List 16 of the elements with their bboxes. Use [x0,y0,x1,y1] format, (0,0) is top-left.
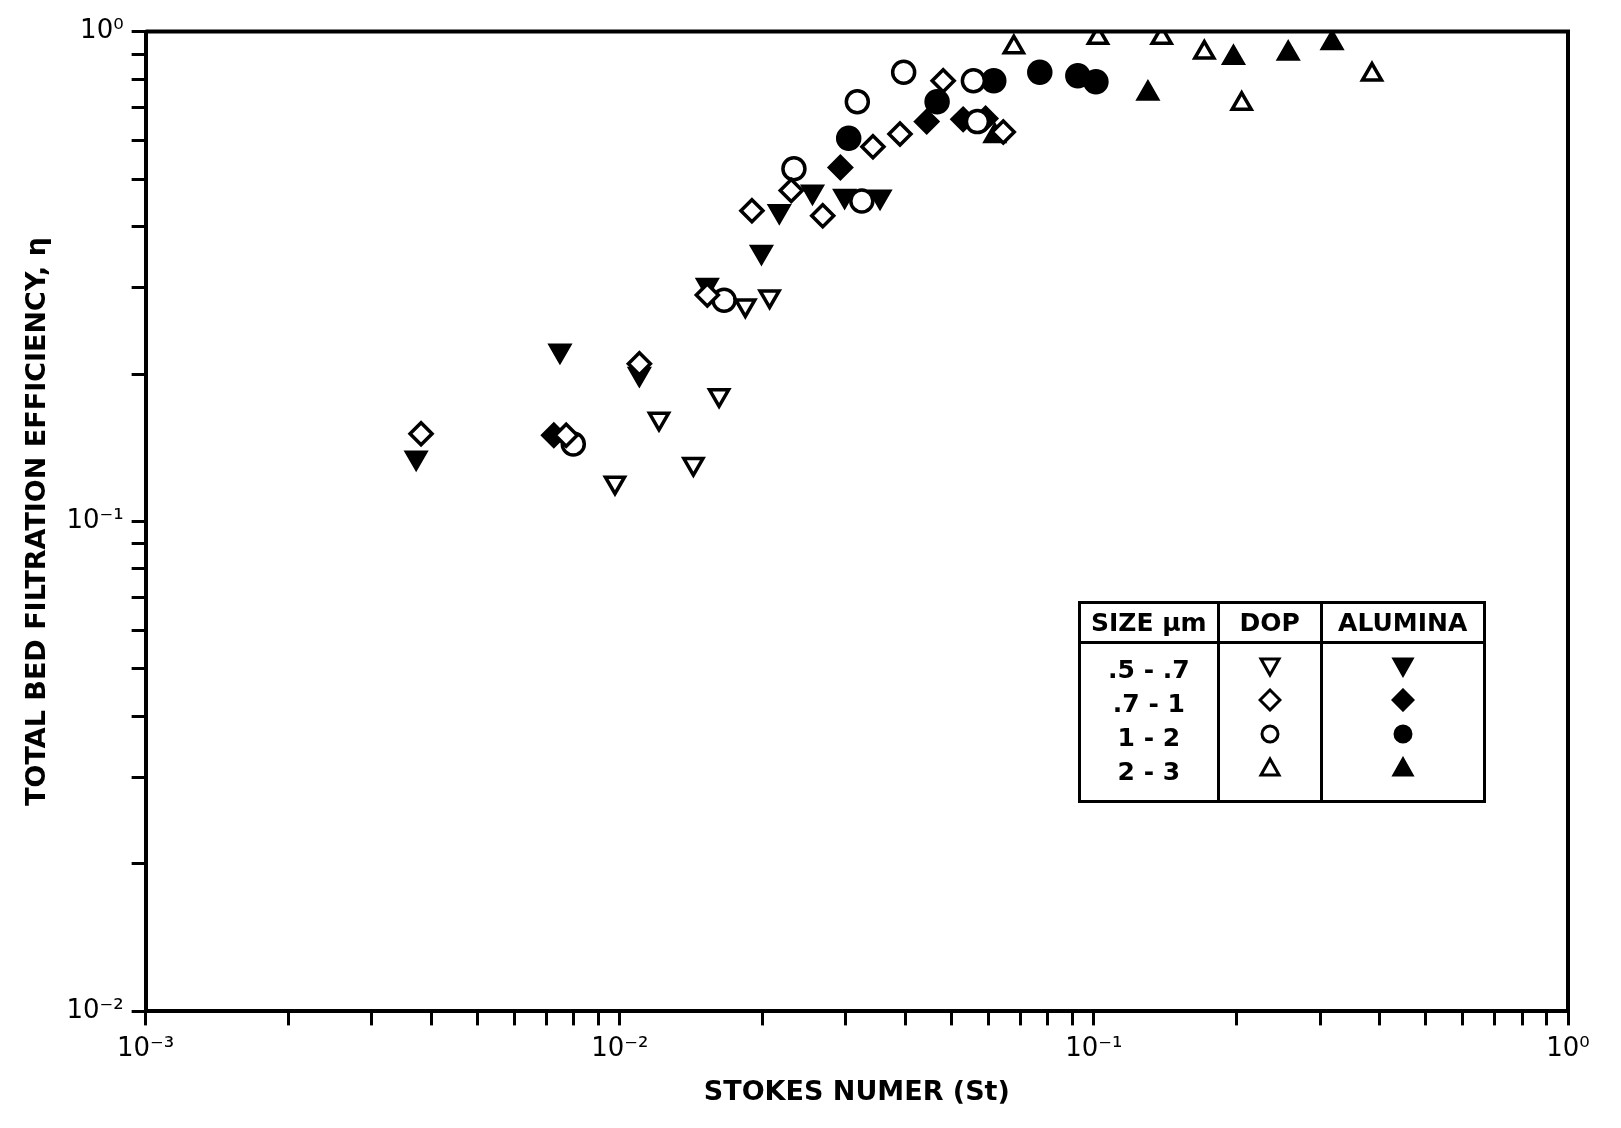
x-tick-label: 10⁻² [591,1031,649,1062]
x-tick-label: 10⁻³ [117,1031,175,1062]
y-axis-title: TOTAL BED FILTRATION EFFICIENCY, η [20,237,52,806]
legend-label: .7 - 1 [1079,686,1219,721]
y-tick-label: 10⁻¹ [66,504,124,535]
y-tick-label: 10⁻² [66,994,124,1025]
x-axis-title: STOKES NUMER (St) [703,1074,1010,1106]
annotation: ALUMINA [1321,602,1485,643]
x-tick-label: 10⁰ [1546,1031,1590,1062]
legend-label: 1 - 2 [1079,720,1219,755]
x-tick-label: 10⁻¹ [1065,1031,1123,1062]
legend-title: SIZE μm [1079,602,1219,643]
legend-label: 2 - 3 [1079,754,1219,802]
y-tick-label: 10⁰ [80,14,124,45]
annotation: DOP [1218,602,1322,643]
legend-label: .5 - .7 [1079,642,1219,687]
